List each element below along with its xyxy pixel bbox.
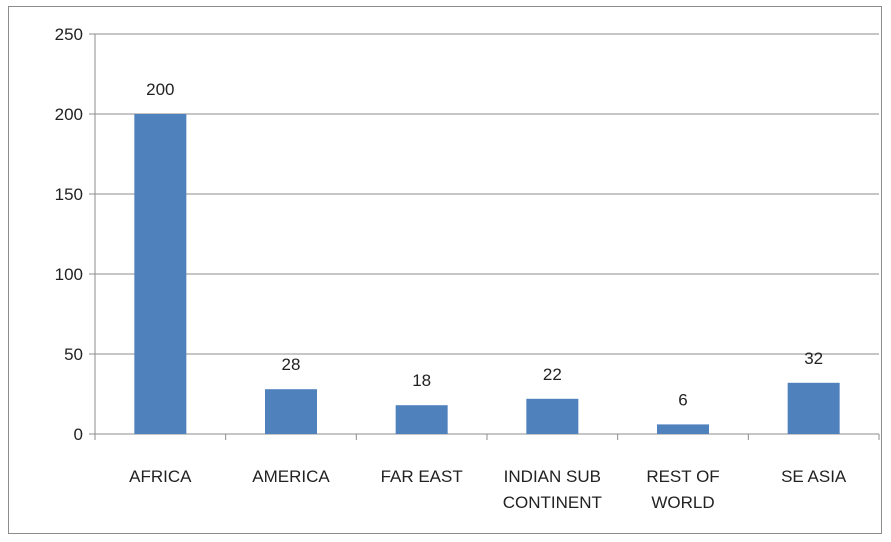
bar <box>526 399 578 434</box>
bar-chart: 0 50 100 150 200 250 200 AFRICA 28 AMERICA 18 FAR E… <box>9 7 883 535</box>
bar <box>265 389 317 434</box>
x-tick-label: INDIAN SUB CONTINENT <box>503 467 602 512</box>
data-label: 18 <box>412 371 431 390</box>
gridlines <box>95 34 879 354</box>
data-label: 22 <box>543 365 562 384</box>
x-tick-label: AMERICA <box>252 467 330 486</box>
x-tick-label-line: WORLD <box>651 493 714 512</box>
x-tick-label: SE ASIA <box>781 467 847 486</box>
bar <box>657 424 709 434</box>
x-tick-label-line: AFRICA <box>129 467 192 486</box>
x-tick-label-line: AMERICA <box>252 467 330 486</box>
bar <box>788 383 840 434</box>
axes <box>89 34 879 440</box>
x-tick-label: REST OF WORLD <box>646 467 719 512</box>
data-label: 200 <box>146 80 174 99</box>
data-label: 32 <box>804 349 823 368</box>
y-tick-label: 200 <box>55 105 83 124</box>
y-tick-label: 100 <box>55 265 83 284</box>
y-tick-label: 250 <box>55 25 83 44</box>
y-tick-label: 50 <box>64 345 83 364</box>
data-label: 6 <box>678 390 687 409</box>
x-tick-label-line: REST OF <box>646 467 719 486</box>
x-tick-label: FAR EAST <box>381 467 463 486</box>
bar <box>396 405 448 434</box>
x-tick-label-line: FAR EAST <box>381 467 463 486</box>
data-label: 28 <box>282 355 301 374</box>
y-tick-label: 150 <box>55 185 83 204</box>
x-tick-label-line: CONTINENT <box>503 493 602 512</box>
y-tick-label: 0 <box>74 425 83 444</box>
x-tick-label: AFRICA <box>129 467 192 486</box>
chart-area: 0 50 100 150 200 250 200 AFRICA 28 AMERICA 18 FAR E… <box>8 6 882 534</box>
x-tick-label-line: INDIAN SUB <box>504 467 601 486</box>
bar <box>134 114 186 434</box>
x-tick-label-line: SE ASIA <box>781 467 847 486</box>
